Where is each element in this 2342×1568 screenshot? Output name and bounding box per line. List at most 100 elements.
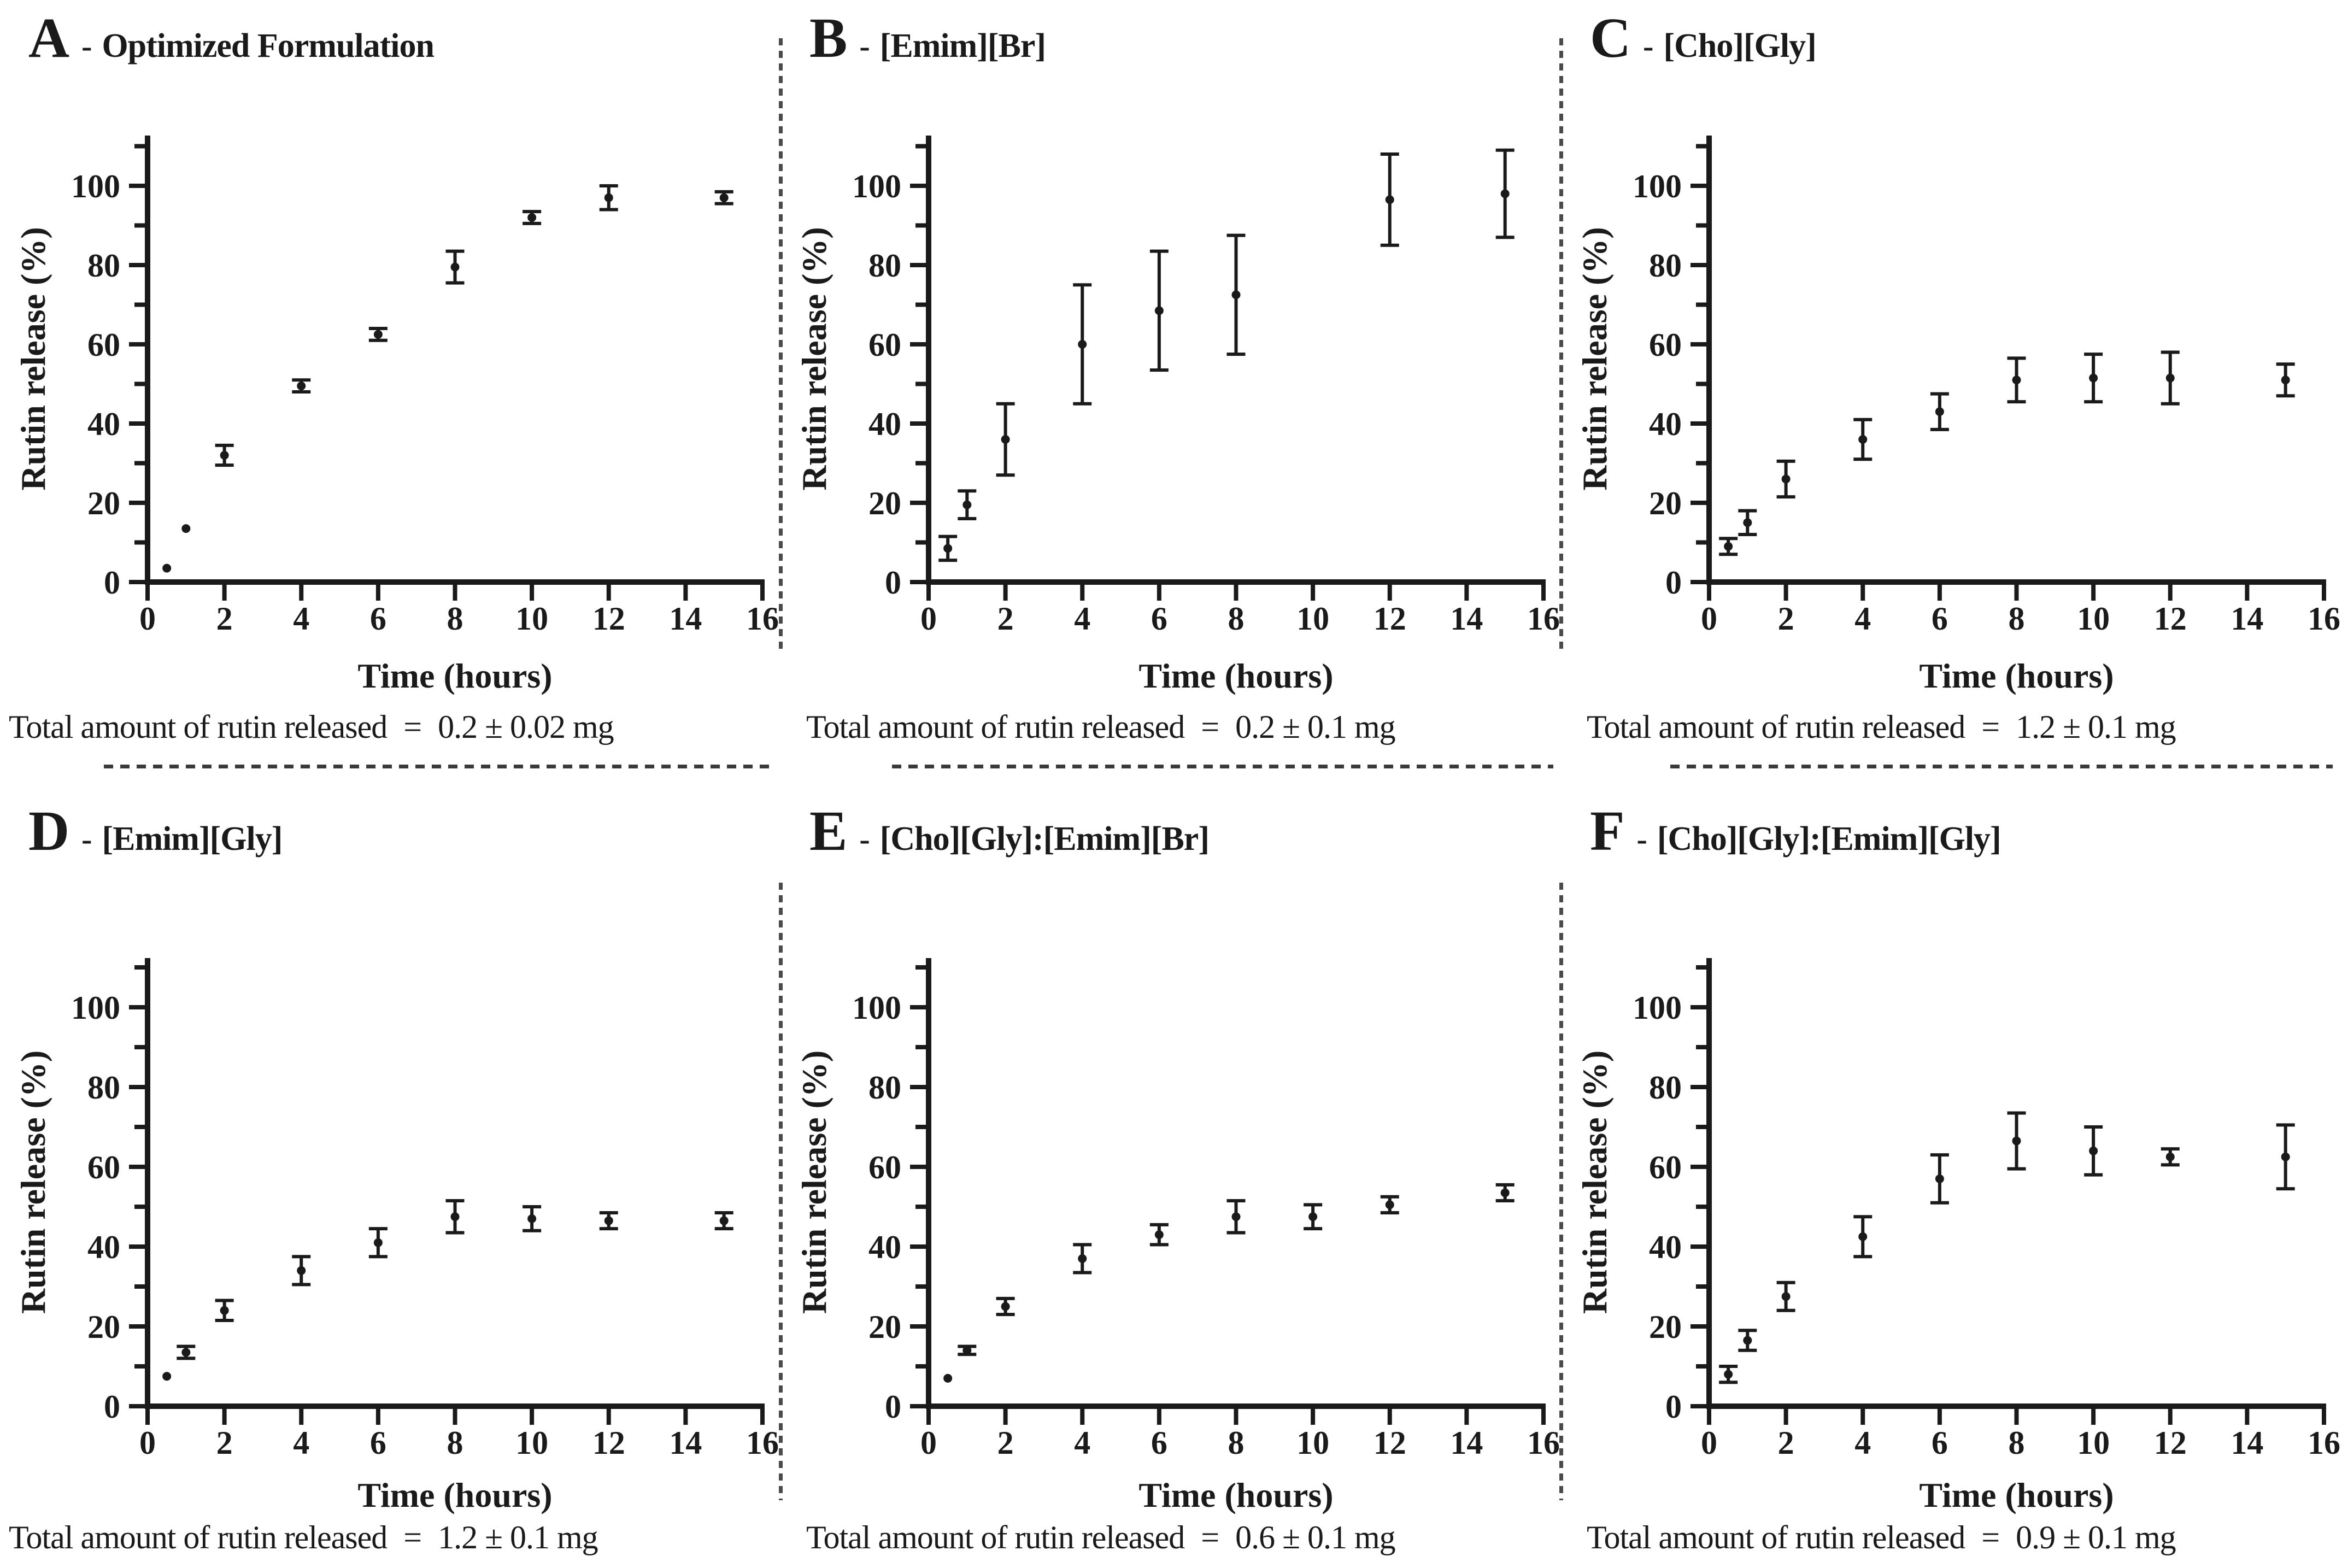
panel-title-separator: - [859, 821, 870, 857]
svg-text:60: 60 [868, 327, 901, 363]
caption-value: 0.2 ± 0.1 mg [1235, 709, 1396, 745]
y-axis-ticks [129, 144, 148, 584]
panel-formulation-label: [Cho][Gly] [1663, 27, 1816, 64]
svg-text:Time (hours): Time (hours) [1919, 1476, 2114, 1514]
dashed-divider-vertical [779, 883, 783, 1500]
data-series [943, 1183, 1515, 1383]
x-tick-labels: 0 2 4 6 8 10 12 14 16 [1701, 1425, 2340, 1461]
svg-text:100: 100 [71, 168, 120, 204]
caption-equals: = [1981, 709, 2000, 745]
x-axis-title: Time (hours) [1919, 656, 2114, 695]
y-axis-ticks [910, 144, 929, 584]
svg-text:60: 60 [1649, 327, 1682, 363]
panel-title-separator: - [1643, 28, 1654, 64]
svg-text:16: 16 [746, 601, 779, 637]
svg-text:14: 14 [1450, 601, 1483, 637]
panel-title-separator: - [81, 28, 92, 64]
svg-text:16: 16 [2308, 1425, 2340, 1461]
svg-text:0: 0 [885, 565, 901, 601]
panel-formulation-label: [Cho][Gly]:[Emim][Br] [879, 820, 1210, 858]
svg-text:Time (hours): Time (hours) [357, 1476, 552, 1514]
svg-text:0: 0 [920, 1425, 937, 1461]
panel-f: F - [Cho][Gly]:[Emim][Gly] 0 20 40 60 80 100 0… [1562, 784, 2342, 1568]
dashed-divider-horizontal [1670, 765, 2333, 768]
panel-title-separator: - [1636, 821, 1647, 857]
svg-text:2: 2 [216, 1425, 233, 1461]
svg-text:16: 16 [2308, 601, 2340, 637]
y-tick-labels: 0 20 40 60 80 100 [1633, 990, 1682, 1425]
release-chart: 0 20 40 60 80 100 0 2 4 6 8 10 12 14 16 Time (hours) Rut… [0, 784, 780, 1568]
svg-text:2: 2 [997, 1425, 1014, 1461]
svg-text:2: 2 [997, 601, 1014, 637]
svg-text:60: 60 [868, 1149, 901, 1185]
panel-formulation-label: [Cho][Gly]:[Emim][Gly] [1657, 820, 2001, 858]
y-axis-title: Rutin release (%) [1575, 227, 1614, 490]
svg-text:100: 100 [852, 990, 901, 1026]
svg-text:8: 8 [2009, 1425, 2025, 1461]
caption-value: 0.6 ± 0.1 mg [1235, 1519, 1396, 1555]
svg-text:100: 100 [1633, 168, 1682, 204]
svg-text:8: 8 [447, 601, 463, 637]
caption-equals: = [1201, 1519, 1219, 1555]
svg-text:Rutin release (%): Rutin release (%) [795, 1050, 834, 1314]
svg-text:12: 12 [2154, 1425, 2187, 1461]
y-tick-labels: 0 20 40 60 80 100 [71, 990, 120, 1425]
y-axis-ticks [910, 965, 929, 1408]
svg-text:20: 20 [868, 1309, 901, 1345]
panel-letter: A [28, 7, 70, 69]
axes [926, 136, 1546, 585]
data-series [1719, 1111, 2295, 1384]
svg-text:0: 0 [139, 1425, 156, 1461]
y-axis-title: Rutin release (%) [1575, 1050, 1614, 1314]
svg-text:12: 12 [2154, 601, 2187, 637]
svg-text:0: 0 [1701, 1425, 1717, 1461]
x-tick-labels: 0 2 4 6 8 10 12 14 16 [920, 601, 1560, 637]
x-axis-title: Time (hours) [1919, 1476, 2114, 1514]
x-axis-ticks [1707, 1406, 2326, 1425]
dashed-divider-vertical [1559, 38, 1563, 651]
svg-text:0: 0 [139, 601, 156, 637]
svg-text:12: 12 [592, 1425, 625, 1461]
x-axis-title: Time (hours) [1138, 656, 1333, 695]
y-tick-labels: 0 20 40 60 80 100 [852, 168, 901, 601]
axes [1706, 958, 2326, 1409]
caption-prefix: Total amount of rutin released [1587, 709, 1965, 745]
svg-text:4: 4 [293, 601, 309, 637]
panel-title: B - [Emim][Br] [809, 10, 1046, 67]
caption-equals: = [1981, 1519, 2000, 1555]
panel-c: C - [Cho][Gly] 0 20 40 60 80 100 0 2 4 6 8 10 12 14 16… [1562, 0, 2342, 784]
svg-text:Rutin release (%): Rutin release (%) [1575, 1050, 1614, 1314]
release-chart-svg: 0 20 40 60 80 100 0 2 4 6 8 10 12 14 16 Time (hours) Rut… [14, 958, 779, 1514]
svg-text:10: 10 [2077, 601, 2110, 637]
svg-text:8: 8 [2009, 601, 2025, 637]
axes [145, 136, 765, 585]
svg-text:20: 20 [868, 485, 901, 521]
panel-b: B - [Emim][Br] 0 20 40 60 80 100 0 2 4 6 8 10 12 14 16… [781, 0, 1562, 784]
svg-text:8: 8 [1228, 601, 1245, 637]
svg-text:6: 6 [1932, 1425, 1948, 1461]
svg-text:4: 4 [1074, 601, 1090, 637]
y-axis-ticks [1691, 965, 1709, 1408]
panel-letter: E [809, 800, 848, 862]
svg-text:0: 0 [104, 1389, 120, 1425]
total-released-caption: Total amount of rutin released = 0.2 ± 0.0… [9, 708, 614, 746]
svg-text:20: 20 [87, 1309, 120, 1345]
data-series [162, 1199, 733, 1381]
panel-letter: F [1590, 800, 1625, 862]
panel-e: E - [Cho][Gly]:[Emim][Br] 0 20 40 60 80 100 0 2… [781, 784, 1562, 1568]
panel-title: F - [Cho][Gly]:[Emim][Gly] [1590, 803, 2001, 860]
total-released-caption: Total amount of rutin released = 0.2 ± 0.1… [806, 708, 1396, 746]
svg-text:60: 60 [87, 327, 120, 363]
panel-a: A - Optimized Formulation 0 20 40 60 80 100 0 2… [0, 0, 780, 784]
caption-prefix: Total amount of rutin released [9, 709, 388, 745]
svg-text:14: 14 [2231, 601, 2263, 637]
panel-title-separator: - [859, 28, 870, 64]
dashed-divider-horizontal [104, 765, 772, 768]
caption-equals: = [1201, 709, 1219, 745]
svg-text:6: 6 [1932, 601, 1948, 637]
x-tick-labels: 0 2 4 6 8 10 12 14 16 [1701, 601, 2340, 637]
svg-text:6: 6 [370, 601, 386, 637]
svg-text:80: 80 [1649, 1070, 1682, 1106]
svg-text:14: 14 [669, 601, 702, 637]
svg-text:12: 12 [1373, 1425, 1406, 1461]
